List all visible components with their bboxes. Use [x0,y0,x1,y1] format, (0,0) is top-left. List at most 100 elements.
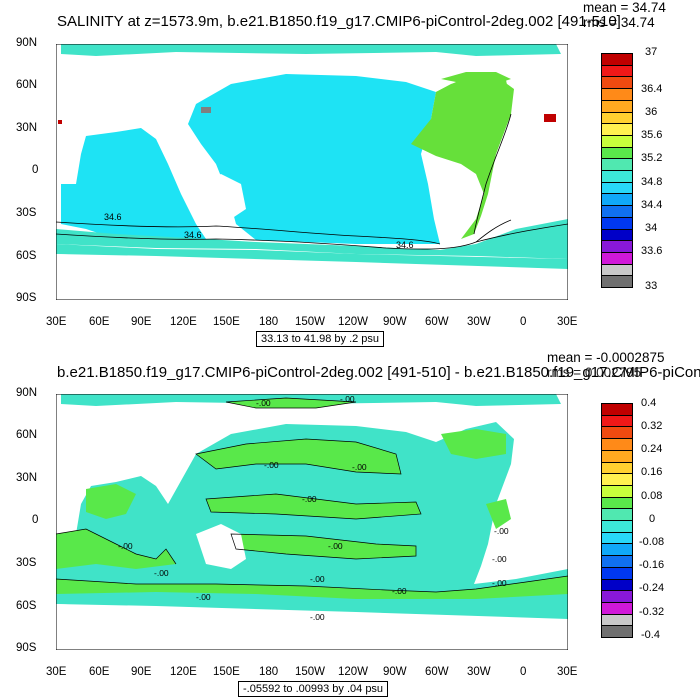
bottom-contour-label-15: -.00 [392,586,407,596]
bottom-lat-60n: 60N [16,429,38,441]
top-colorbar-cell [602,276,632,288]
bottom-lon-90w: 90W [383,666,407,678]
bottom-map: -.00 -.00 -.00 -.00 -.00 -.00 -.00 -.00 … [56,394,568,650]
top-colorbar-cell [602,159,632,172]
bottom-colorbar-cell [602,614,632,627]
bottom-contour-label-5: -.00 [302,494,317,504]
top-cb-label-2: 36 [645,106,658,118]
top-colorbar-cell [602,54,632,66]
top-lon-120e: 120E [170,316,197,328]
bottom-colorbar-cell [602,439,632,451]
top-range-box: 33.13 to 41.98 by .2 psu [256,331,385,347]
bottom-colorbar-cell [602,579,632,592]
top-cb-label-5: 34.8 [641,176,663,188]
top-lon-180: 180 [259,316,279,328]
top-colorbar [601,53,633,288]
bottom-colorbar-cell [602,567,632,580]
top-colorbar-cell [602,252,632,265]
top-contour-label-2: 34.6 [184,230,202,240]
top-colorbar-cell [602,124,632,136]
top-lon-30w: 30W [467,316,491,328]
bottom-contour-label-12: -.00 [492,578,507,588]
top-colorbar-cell [602,206,632,218]
top-colorbar-cell [602,182,632,195]
top-colorbar-cell [602,89,632,101]
top-lat-90n: 90N [16,37,38,49]
bottom-colorbar-cell [602,404,632,416]
bottom-rms-label: rms = 0.002795 [547,365,642,380]
bottom-colorbar-cell [602,427,632,440]
bottom-contour-label-11: -.00 [310,612,325,622]
bottom-cb-label-3: 0.16 [641,466,663,478]
bottom-contour-label-4: -.00 [352,462,367,472]
bottom-colorbar-cell [602,474,632,486]
top-lon-60e: 60E [89,316,110,328]
bottom-contour-label-2: -.00 [340,394,355,404]
top-map: 34.6 34.6 34.6 [56,44,568,300]
bottom-lon-30w: 30W [467,666,491,678]
bottom-colorbar [601,403,633,638]
top-contour-label-3: 34.6 [396,240,414,250]
top-lon-150w: 150W [295,316,326,328]
top-mean-label: mean = 34.74 [583,0,666,15]
bottom-lon-150e: 150E [213,666,240,678]
bottom-colorbar-cell [602,532,632,545]
bottom-colorbar-cell [602,450,632,463]
bottom-colorbar-cell [602,591,632,603]
top-colorbar-cell [602,65,632,78]
bottom-colorbar-cell [602,462,632,475]
bottom-contour-label-1: -.00 [256,398,271,408]
top-colorbar-cell [602,229,632,242]
top-lon-120w: 120W [338,316,369,328]
top-rms-label: rms = 34.74 [583,15,655,30]
top-cb-label-1: 36.4 [641,83,663,95]
top-colorbar-cell [602,171,632,183]
bottom-cb-label-4: 0.08 [641,490,663,502]
bottom-cb-label-9: -0.32 [639,606,665,618]
top-cb-label-6: 34.4 [641,199,663,211]
top-lon-30e-end: 30E [557,316,578,328]
top-colorbar-cell [602,135,632,148]
bottom-colorbar-cell [602,521,632,533]
bottom-lat-60s: 60S [16,600,37,612]
top-colorbar-cell [602,264,632,277]
bottom-lon-0: 0 [520,666,527,678]
top-colorbar-cell [602,241,632,253]
bottom-lon-90e: 90E [131,666,152,678]
top-panel-title: SALINITY at z=1573.9m, b.e21.B1850.f19_g… [57,13,621,30]
bottom-contour-label-8: -.00 [154,568,169,578]
top-colorbar-cell [602,100,632,113]
top-cb-label-7: 34 [645,222,658,234]
bottom-lat-30n: 30N [16,472,38,484]
bottom-colorbar-cell [602,556,632,568]
bottom-contour-label-6: -.00 [118,541,133,551]
bottom-colorbar-cell [602,602,632,615]
bottom-lon-60e: 60E [89,666,110,678]
bottom-cb-label-8: -0.24 [639,582,665,594]
bottom-colorbar-cell [602,415,632,428]
bottom-colorbar-cell [602,544,632,557]
bottom-contour-label-3: -.00 [264,460,279,470]
bottom-contour-label-9: -.00 [310,574,325,584]
bottom-cb-label-7: -0.16 [639,559,665,571]
top-lon-90e: 90E [131,316,152,328]
top-cb-label-3: 35.6 [641,129,663,141]
top-colorbar-cell [602,217,632,230]
bottom-lon-120w: 120W [338,666,369,678]
bottom-cb-label-1: 0.32 [641,420,663,432]
bottom-colorbar-cell [602,485,632,498]
bottom-lon-120e: 120E [170,666,197,678]
bottom-contour-label-10: -.00 [196,592,211,602]
bottom-range-box: -.05592 to .00993 by .04 psu [238,681,389,697]
bottom-panel-title: b.e21.B1850.f19_g17.CMIP6-piControl-2deg… [57,364,700,381]
top-cb-label-9: 33 [645,280,658,292]
top-contour-label-1: 34.6 [104,212,122,222]
bottom-lon-180: 180 [259,666,279,678]
bottom-cb-label-5: 0 [649,513,656,525]
top-lat-60n: 60N [16,79,38,91]
top-lat-30n: 30N [16,122,38,134]
top-colorbar-cell [602,194,632,207]
bottom-lon-150w: 150W [295,666,326,678]
top-lat-60s: 60S [16,250,37,262]
bottom-colorbar-cell [602,509,632,522]
